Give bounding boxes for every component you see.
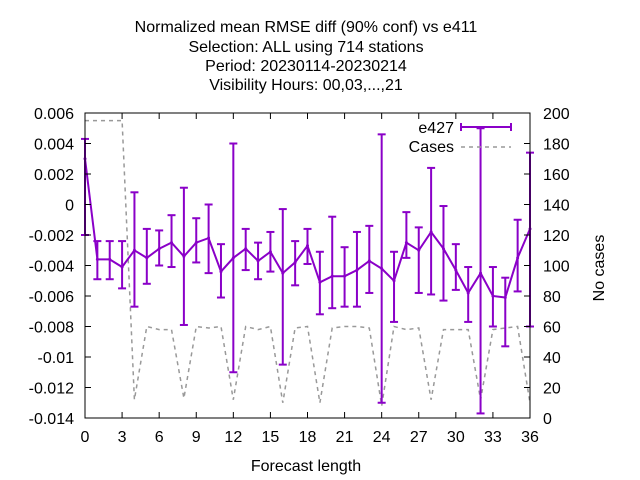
x-tick-label: 36: [521, 429, 539, 446]
y-right-tick-label: 0: [543, 411, 552, 428]
e427-point: [256, 259, 260, 263]
x-tick-label: 9: [192, 429, 201, 446]
x-tick-label: 15: [262, 429, 280, 446]
e427-point: [330, 274, 334, 278]
y-right-tick-label: 180: [543, 137, 570, 154]
e427-point: [318, 280, 322, 284]
title-line-4: Visibility Hours: 00,03,...,21: [209, 77, 403, 94]
e427-point: [244, 247, 248, 251]
y-right-tick-label: 100: [543, 259, 570, 276]
x-tick-label: 12: [224, 429, 242, 446]
y-left-tick-label: -0.004: [29, 259, 74, 276]
y-left-tick-label: 0.002: [34, 167, 74, 184]
x-axis-label: Forecast length: [251, 458, 361, 475]
y-left-tick-label: -0.006: [29, 289, 74, 306]
x-axis: 0 3 6 9 12 15 18 21 24 27 30 33 36: [81, 113, 539, 446]
e427-point: [194, 241, 198, 245]
e427-point: [367, 259, 371, 263]
e427-errorbars: [81, 127, 534, 415]
legend-label-cases: Cases: [409, 139, 454, 156]
y-right-tick-label: 80: [543, 289, 561, 306]
cases-series: [85, 119, 531, 406]
x-tick-label: 21: [336, 429, 354, 446]
legend-swatch-e427: [460, 123, 512, 131]
y-left-tick-label: 0: [65, 198, 74, 215]
legend-label-e427: e427: [418, 120, 454, 137]
e427-point: [417, 248, 421, 252]
y-right-tick-label: 60: [543, 320, 561, 337]
y-left-tick-label: 0.006: [34, 106, 74, 123]
e427-point: [503, 296, 507, 300]
y-right-tick-label: 200: [543, 106, 570, 123]
y-left-tick-label: 0.004: [34, 137, 74, 154]
y-axis-right-label: No cases: [591, 235, 608, 302]
e427-point: [454, 268, 458, 272]
e427-point: [182, 254, 186, 258]
e427-point: [293, 260, 297, 264]
x-tick-label: 0: [81, 429, 90, 446]
e427-point: [404, 241, 408, 245]
e427-point: [120, 265, 124, 269]
y-axis-left: 0.006 0.004 0.002 0 -0.002 -0.004 -0.006 -0.008…: [29, 106, 91, 428]
e427-point: [170, 241, 174, 245]
y-left-tick-label: -0.012: [29, 381, 74, 398]
x-tick-label: 6: [155, 429, 164, 446]
e427-series: [83, 157, 532, 300]
e427-point: [441, 247, 445, 251]
y-left-tick-label: -0.002: [29, 228, 74, 245]
cases-line: [85, 119, 531, 406]
x-tick-label: 24: [373, 429, 391, 446]
e427-point: [491, 294, 495, 298]
e427-point: [219, 270, 223, 274]
e427-point: [281, 271, 285, 275]
e427-point: [145, 256, 149, 260]
e427-point: [95, 257, 99, 261]
x-tick-label: 33: [484, 429, 502, 446]
e427-point: [466, 291, 470, 295]
e427-point: [392, 279, 396, 283]
y-left-tick-label: -0.014: [29, 411, 74, 428]
y-right-tick-label: 160: [543, 167, 570, 184]
x-tick-label: 18: [299, 429, 317, 446]
x-tick-label: 30: [447, 429, 465, 446]
title-line-3: Period: 20230114-20230214: [205, 58, 407, 75]
title-line-2: Selection: ALL using 714 stations: [188, 39, 423, 56]
y-right-tick-label: 140: [543, 198, 570, 215]
e427-point: [231, 256, 235, 260]
e427-point: [306, 244, 309, 248]
x-tick-label: 3: [118, 429, 127, 446]
e427-point: [108, 257, 112, 261]
y-left-tick-label: -0.01: [38, 350, 75, 367]
title-line-1: Normalized mean RMSE diff (90% conf) vs …: [135, 19, 478, 36]
y-right-tick-label: 20: [543, 381, 561, 398]
e427-point: [207, 236, 211, 240]
e427-point: [380, 267, 384, 271]
e427-point: [343, 274, 347, 278]
y-left-tick-label: -0.008: [29, 320, 74, 337]
x-tick-label: 27: [410, 429, 428, 446]
legend: e427 Cases: [409, 120, 512, 156]
e427-point: [429, 230, 433, 234]
y-right-tick-label: 120: [543, 228, 570, 245]
chart-title: Normalized mean RMSE diff (90% conf) vs …: [135, 19, 478, 94]
plot-frame: [84, 112, 531, 419]
y-right-tick-label: 40: [543, 350, 561, 367]
e427-point: [516, 256, 520, 260]
e427-point: [132, 248, 136, 252]
e427-point: [479, 271, 483, 275]
e427-point: [157, 247, 161, 251]
e427-point: [268, 250, 272, 254]
e427-point: [355, 268, 359, 272]
